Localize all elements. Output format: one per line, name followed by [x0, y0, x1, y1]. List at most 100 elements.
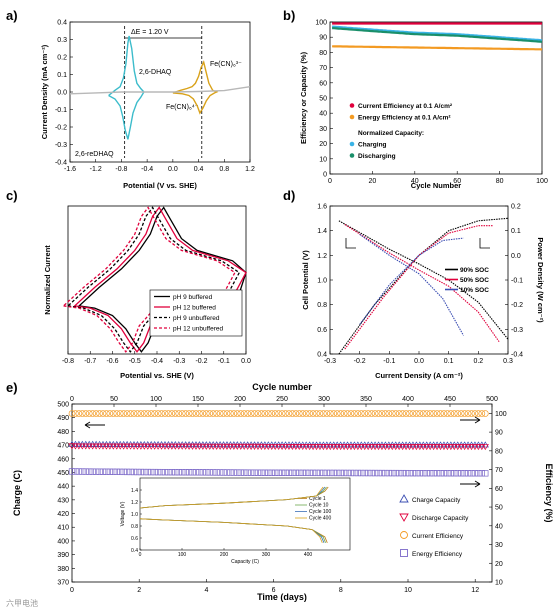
chart-e-point [79, 468, 86, 475]
chart-e-point [395, 444, 403, 451]
chart-e-point [75, 410, 83, 417]
chart-e-point [423, 470, 430, 477]
chart-e-point [302, 444, 310, 451]
chart-e-xtick-label: 2 [137, 587, 141, 594]
chart-e-point [206, 443, 214, 450]
chart-e-point [368, 444, 376, 451]
chart-a-xtick-label: -0.4 [141, 166, 153, 173]
chart-e-ytick-label: 450 [57, 470, 69, 477]
chart-e-point [375, 469, 382, 477]
chart-e-point [223, 469, 231, 476]
chart-a-ytick-label: -0.4 [55, 160, 67, 167]
chart-a-xtick-label: -0.8 [115, 166, 127, 173]
chart-e-point [340, 444, 348, 451]
chart-e-point [343, 444, 352, 451]
chart-e-ytick-label: 490 [57, 415, 69, 422]
chart-e-x2tick-label: 150 [192, 396, 204, 403]
chart-d-xtick-label: 0.1 [444, 358, 454, 365]
chart-e-point [240, 410, 248, 417]
chart-e-point [127, 468, 134, 476]
chart-e-x2tick-label: 350 [360, 396, 372, 403]
chart-b-ytick-label: 40 [319, 111, 327, 118]
chart-e-point [347, 444, 355, 451]
chart-e-point [213, 443, 221, 450]
chart-e-point [148, 468, 155, 476]
chart-e-inset-legend-item: Cycle 100 [309, 509, 331, 515]
chart-b-frame [329, 21, 543, 175]
chart-e-point [275, 443, 283, 450]
chart-e-point [134, 410, 141, 417]
chart-e-point [440, 444, 448, 451]
chart-e-point [127, 410, 134, 417]
chart-d-xtick-label: 0.0 [414, 358, 424, 365]
chart-e-point [161, 443, 169, 450]
chart-e-point [409, 410, 417, 417]
chart-e-point [295, 410, 303, 417]
chart-b-xtick-label: 20 [369, 178, 377, 185]
chart-e-point [285, 410, 293, 417]
chart-c-xtick-label: -0.2 [195, 358, 207, 365]
chart-e-point [86, 468, 93, 475]
chart-b-legend-marker [349, 153, 355, 158]
chart-e-point [475, 410, 482, 417]
chart-a-ytick-label: -0.2 [55, 125, 67, 132]
chart-e-point [478, 444, 486, 451]
chart-e-point [333, 444, 341, 451]
chart-e-point [161, 410, 169, 417]
chart-e-point [413, 470, 420, 477]
chart-e-point [82, 410, 90, 417]
chart-e-point [158, 468, 165, 476]
chart-e-point [230, 469, 238, 476]
chart-a-xtick-label: -1.2 [90, 166, 102, 173]
chart-e-point [89, 468, 96, 475]
chart-e-point [447, 444, 455, 451]
chart-e-point [292, 469, 300, 476]
chart-e-inset-legend-item: Cycle 10 [309, 503, 329, 509]
chart-e-point [268, 469, 275, 476]
chart-e-legend-item: Charge Capacity [412, 497, 461, 504]
chart-e-point [423, 410, 431, 417]
chart-e-point [316, 444, 324, 451]
chart-d-xlabel: Current Density (A cm⁻²) [375, 371, 463, 380]
chart-c-ylabel: Normalized Current [43, 245, 52, 315]
chart-d-y2tick-label: 0.2 [511, 204, 521, 211]
chart-e-point [467, 444, 476, 451]
chart-e-point [471, 444, 479, 451]
chart-e: Time (days) Cycle number Charge (C) Effi… [12, 382, 554, 602]
chart-e-y2tick-label: 40 [495, 523, 503, 530]
chart-b-xlabel: Cycle Number [411, 181, 462, 190]
chart-e-point [133, 443, 142, 450]
chart-e-point [171, 410, 179, 417]
chart-e-point [461, 470, 468, 477]
chart-e-point [244, 469, 251, 476]
chart-e-point [427, 470, 434, 477]
chart-e-point [71, 443, 80, 450]
chart-a-fe4-label: Fe(CN)₆⁴⁻ [166, 104, 199, 111]
chart-a-ytick-label: 0.1 [57, 72, 67, 79]
chart-e-point [82, 468, 89, 475]
chart-e-point [171, 443, 179, 450]
chart-e-point [182, 410, 190, 417]
chart-e-xlabel: Time (days) [257, 592, 307, 602]
chart-e-point [344, 410, 351, 417]
chart-e-point [296, 469, 303, 476]
chart-e-point [134, 468, 141, 476]
chart-d-y2tick-label: 0.0 [511, 253, 521, 260]
chart-e-point [196, 469, 203, 476]
chart-d-y2tick-label: -0.1 [511, 278, 523, 285]
chart-e-ytick-label: 390 [57, 552, 69, 559]
chart-c-xtick-label: 0.0 [241, 358, 251, 365]
chart-e-point [423, 444, 431, 451]
chart-e-y2tick-label: 10 [495, 580, 503, 587]
panel-label-e: e) [6, 380, 18, 395]
chart-e-point [144, 443, 152, 450]
chart-a-dhaq-label: 2,6-DHAQ [139, 69, 172, 76]
chart-e-point [361, 469, 368, 477]
chart-e-point [237, 410, 245, 417]
chart-e-y2tick-label: 90 [495, 430, 503, 437]
chart-e-point [182, 469, 189, 476]
chart-e-point [165, 410, 172, 417]
chart-e-inset-legend-item: Cycle 1 [309, 496, 326, 502]
chart-d-xtick-label: -0.1 [383, 358, 395, 365]
